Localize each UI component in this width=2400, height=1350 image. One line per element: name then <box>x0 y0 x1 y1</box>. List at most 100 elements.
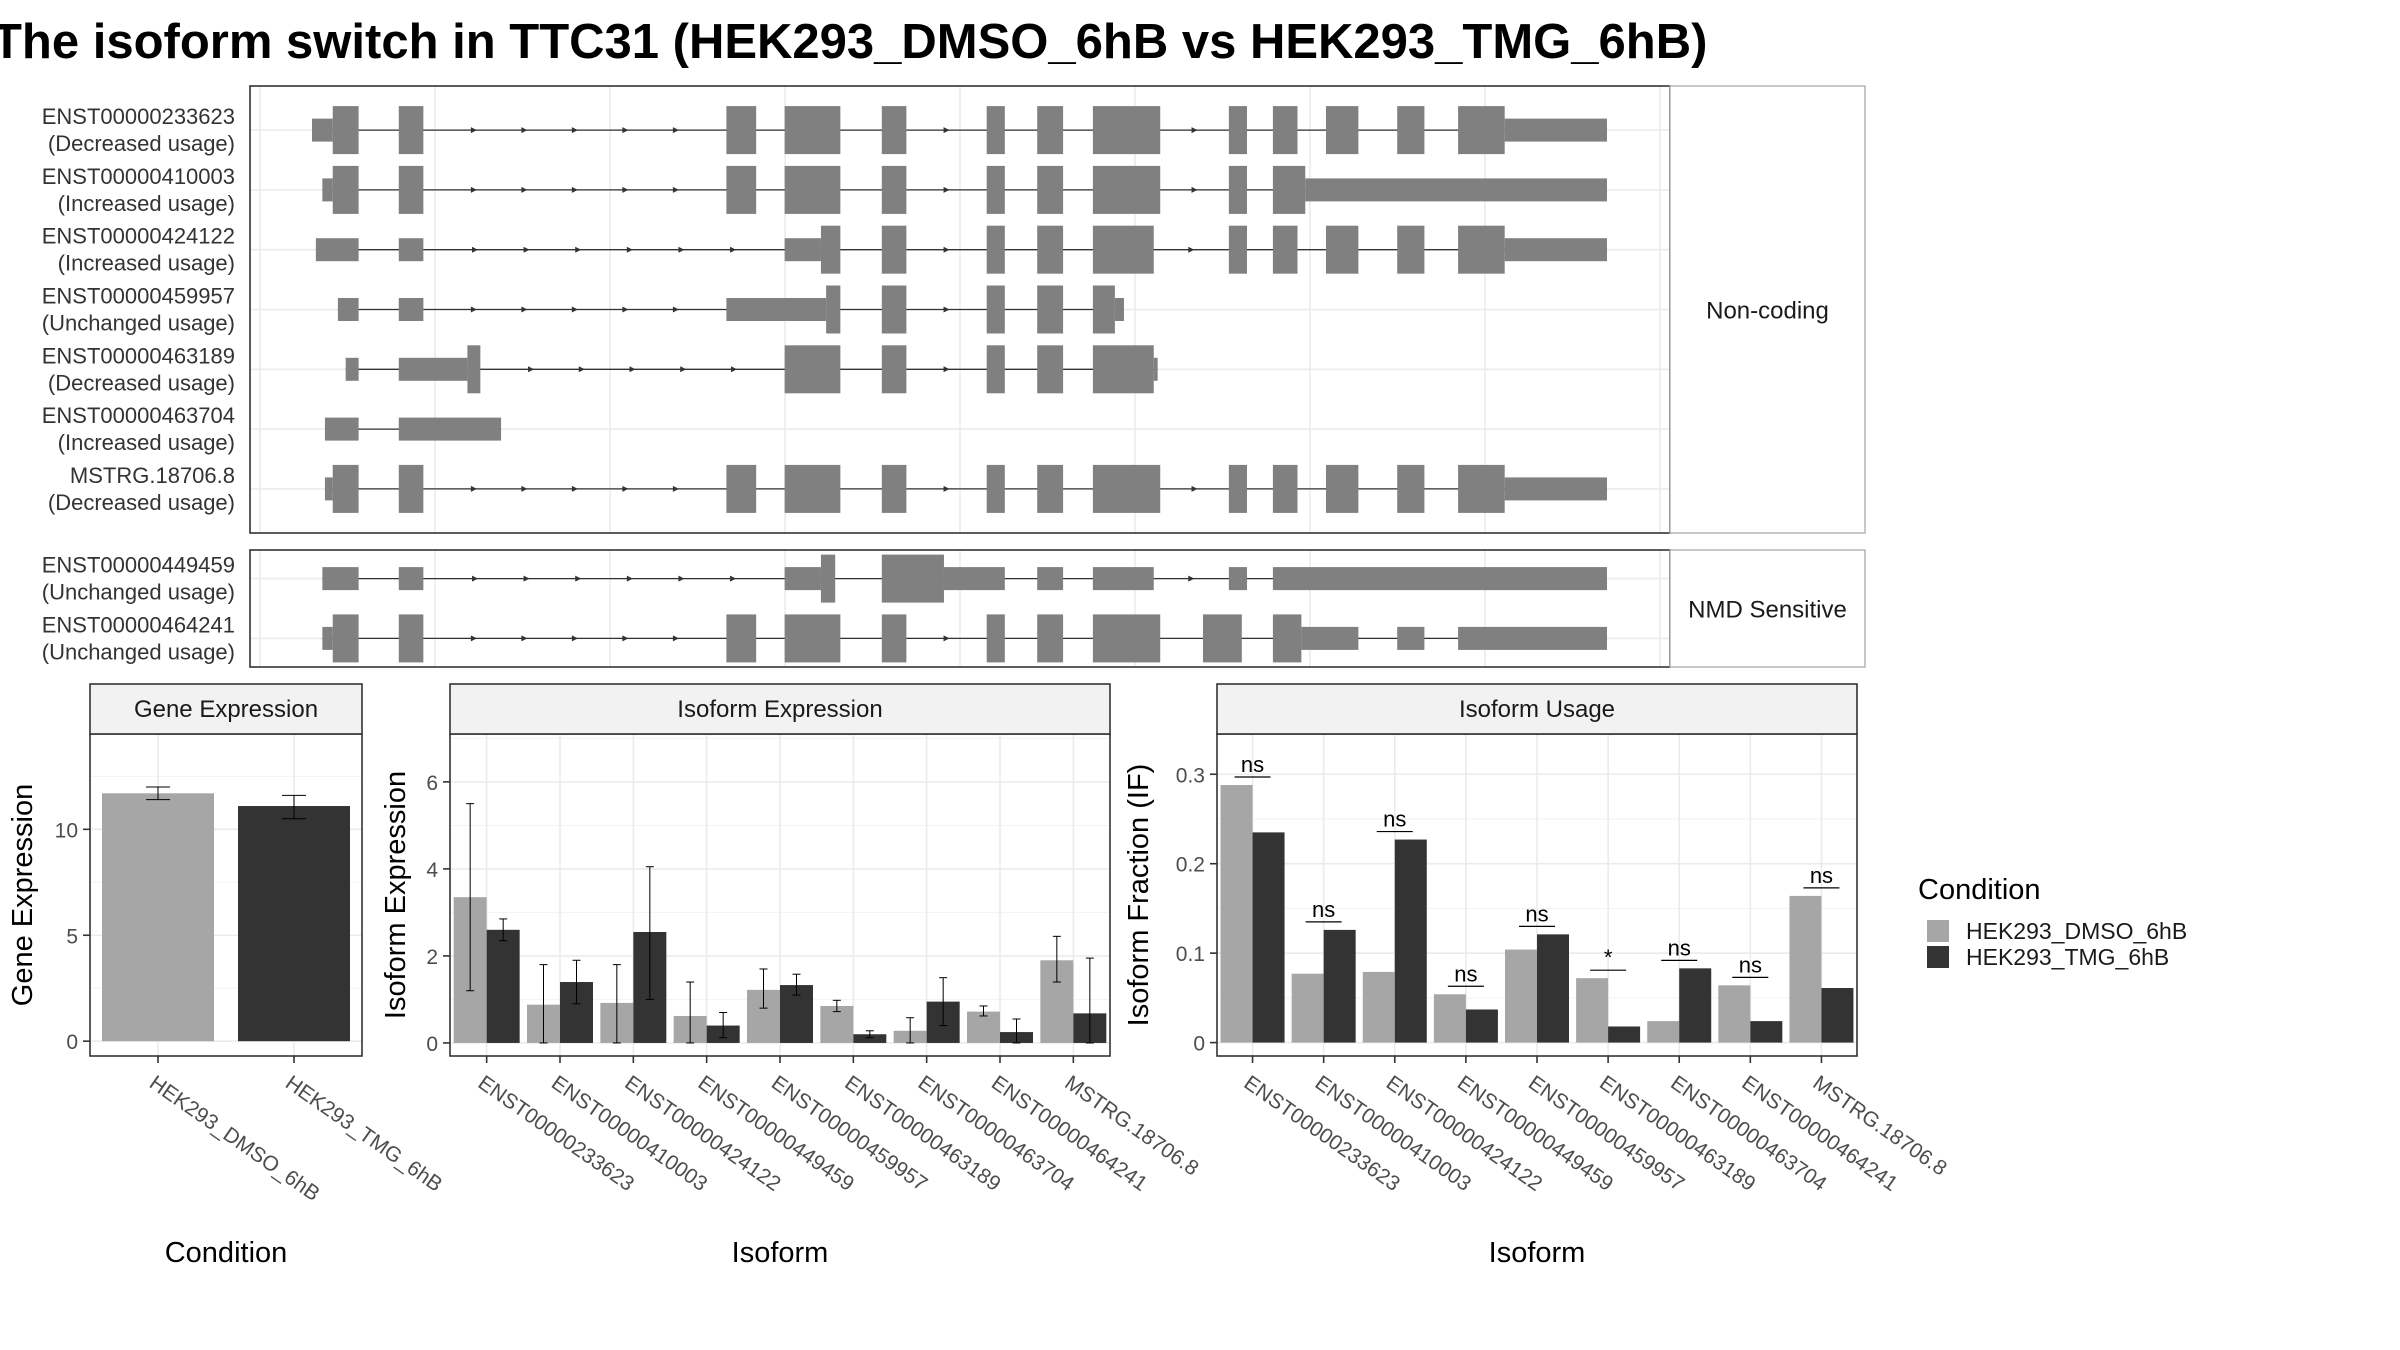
direction-arrow <box>626 575 633 582</box>
exon-block <box>881 285 907 334</box>
structure-panel-nmd-sensitive: ENST00000449459(Unchanged usage)ENST0000… <box>42 549 1866 668</box>
chart-strip <box>449 683 1111 735</box>
significance-label: ns <box>1454 961 1477 986</box>
transcript-structure-plot: ENST00000233623 (Decreased usage) ENST0000… <box>42 85 1866 668</box>
exon-block <box>1037 567 1064 591</box>
legend-swatch-tmg <box>1927 946 1949 968</box>
direction-arrow <box>521 306 528 313</box>
direction-arrow <box>730 575 737 582</box>
exon-block <box>324 477 333 501</box>
bar <box>486 929 520 1043</box>
chart-strip <box>1216 683 1858 735</box>
exon-block <box>315 238 359 262</box>
direction-arrow <box>521 635 528 642</box>
transcript-row: ENST00000464241(Unchanged usage) <box>42 612 1670 664</box>
exon-block <box>1504 238 1607 262</box>
direction-arrow <box>622 306 629 313</box>
bar <box>1718 985 1751 1043</box>
structure-strip <box>1669 549 1866 668</box>
significance-label: ns <box>1241 752 1264 777</box>
direction-arrow <box>1188 246 1195 253</box>
direction-arrow <box>672 127 679 134</box>
exon-block <box>1037 225 1064 274</box>
bar <box>1433 994 1466 1043</box>
direction-arrow <box>1188 575 1195 582</box>
exon-block <box>1325 464 1359 513</box>
bar <box>1608 1026 1641 1043</box>
direction-arrow <box>528 366 535 373</box>
direction-arrow <box>672 306 679 313</box>
exon-block <box>1228 225 1247 274</box>
direction-arrow <box>575 246 582 253</box>
y-tick-label: 4 <box>426 859 438 882</box>
y-axis-title: Isoform Fraction (IF) <box>1123 764 1155 1027</box>
transcript-id-label: ENST00000459957 <box>42 284 235 309</box>
direction-arrow <box>470 127 477 134</box>
exon-block <box>1037 345 1064 394</box>
bar <box>1362 971 1395 1043</box>
exon-block <box>1504 118 1607 142</box>
exon-block <box>1092 345 1154 394</box>
exon-block <box>881 464 907 513</box>
transcript-usage-label: (Unchanged usage) <box>42 311 235 336</box>
direction-arrow <box>471 575 478 582</box>
direction-arrow <box>571 635 578 642</box>
exon-block <box>337 298 359 321</box>
exon-block <box>881 106 907 155</box>
transcript-id-label: ENST00000233623 <box>42 104 235 129</box>
significance-label: ns <box>1383 807 1406 832</box>
y-tick-label: 10 <box>55 819 78 842</box>
bar <box>1750 1021 1783 1043</box>
exon-block <box>1325 225 1359 274</box>
x-axis-title: Isoform <box>1489 1237 1586 1269</box>
transcript-id-label: ENST00000463704 <box>42 403 235 428</box>
direction-arrow <box>943 246 950 253</box>
direction-arrow <box>1191 127 1198 134</box>
transcript-row: ENST00000463189(Decreased usage) <box>42 343 1670 395</box>
exon-block <box>398 238 424 262</box>
y-tick-label: 2 <box>426 946 438 969</box>
y-tick-label: 5 <box>66 925 78 948</box>
exon-block <box>881 345 907 394</box>
direction-arrow <box>622 635 629 642</box>
legend-label-tmg: HEK293_TMG_6hB <box>1966 944 2169 970</box>
y-tick-label: 0 <box>1193 1033 1205 1056</box>
exon-block <box>1092 614 1161 663</box>
exon-block <box>943 567 1005 591</box>
exon-block <box>398 165 424 214</box>
transcript-row: ENST00000410003(Increased usage) <box>42 164 1670 216</box>
bar <box>1291 973 1324 1043</box>
exon-block <box>1272 165 1306 214</box>
bar <box>1821 988 1854 1043</box>
direction-arrow <box>470 186 477 193</box>
transcript-id-label: ENST00000463189 <box>42 343 235 368</box>
exon-block <box>332 614 359 663</box>
significance-label: ns <box>1810 863 1833 888</box>
structure-panel-non-coding: ENST00000233623 (Decreased usage) ENST0000… <box>42 85 1866 534</box>
exon-block <box>1458 225 1505 274</box>
y-tick-label: 6 <box>426 772 438 795</box>
direction-arrow <box>680 366 687 373</box>
exon-block <box>784 106 841 155</box>
exon-block <box>1301 626 1359 650</box>
exon-block <box>322 626 333 650</box>
exon-block <box>398 417 502 441</box>
exon-block <box>1037 614 1064 663</box>
exon-block <box>322 567 359 591</box>
significance-label: ns <box>1525 901 1548 926</box>
transcript-usage-label: (Decreased usage) <box>48 490 235 515</box>
transcript-id-label: ENST00000464241 <box>42 612 235 637</box>
condition-legend: Condition HEK293_DMSO_6hB HEK293_TMG_6hB <box>1918 874 2187 970</box>
significance-label: ns <box>1312 897 1335 922</box>
exon-block <box>826 285 841 334</box>
exon-block <box>312 118 333 142</box>
bar <box>1394 839 1427 1043</box>
x-axis-title: Condition <box>165 1237 288 1269</box>
exon-block <box>1092 225 1154 274</box>
exon-block <box>986 345 1005 394</box>
exon-block <box>986 225 1005 274</box>
direction-arrow <box>943 127 950 134</box>
significance-label: ns <box>1668 935 1691 960</box>
exon-block <box>784 567 821 591</box>
